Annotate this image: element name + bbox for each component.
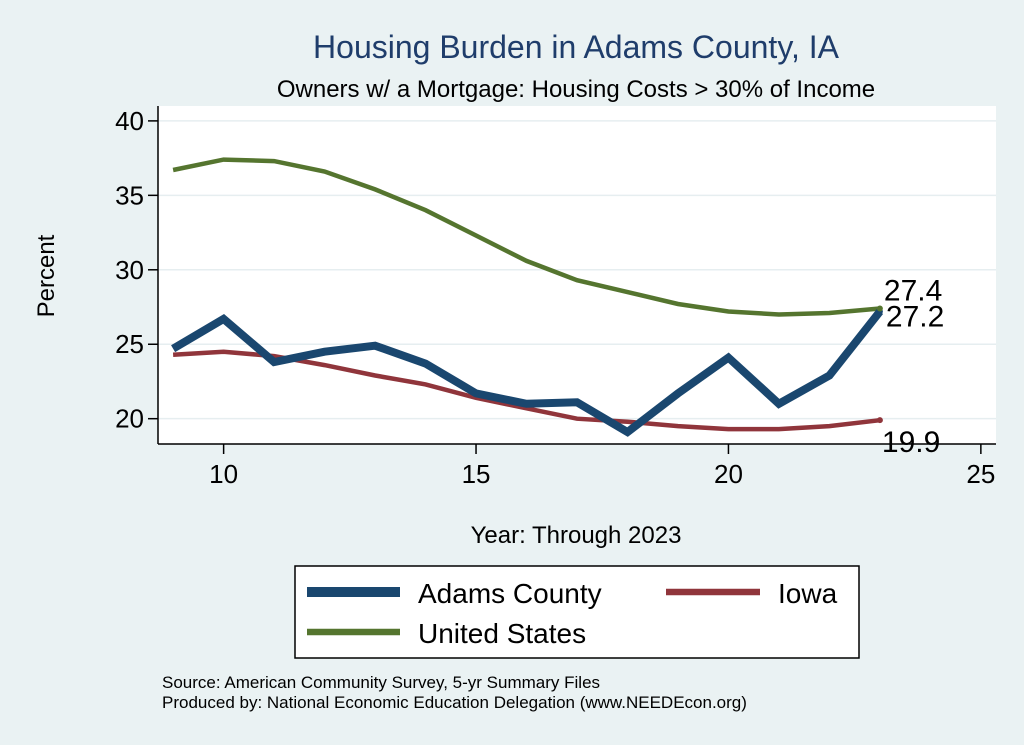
producer-note: Produced by: National Economic Education… <box>162 693 747 712</box>
x-tick-label: 10 <box>209 459 238 489</box>
series-line-united-states <box>172 157 881 317</box>
chart-subtitle: Owners w/ a Mortgage: Housing Costs > 30… <box>277 76 875 103</box>
series-lines <box>171 157 884 437</box>
end-label-adams-county: 27.2 <box>886 300 944 333</box>
plot-area <box>158 106 996 444</box>
y-tick-label: 20 <box>115 404 144 434</box>
legend-label-adams-county: Adams County <box>418 578 602 609</box>
y-tick-label: 40 <box>115 106 144 136</box>
ticks: 20 25 30 35 40 10 15 20 25 <box>115 106 995 489</box>
y-axis-label: Percent <box>33 234 60 317</box>
legend-box <box>294 565 860 659</box>
source-note: Source: American Community Survey, 5-yr … <box>162 673 600 692</box>
end-labels: 27.2 19.9 27.4 <box>876 275 944 459</box>
legend-label-iowa: Iowa <box>778 578 838 609</box>
x-tick-label: 15 <box>462 459 491 489</box>
y-tick-label: 35 <box>115 180 144 210</box>
end-label-iowa: 19.9 <box>882 426 940 459</box>
y-tick-label: 25 <box>115 329 144 359</box>
end-point-iowa <box>876 417 883 424</box>
axes <box>157 106 996 445</box>
legend: Adams County Iowa United States <box>294 565 860 659</box>
gridlines <box>158 120 996 420</box>
legend-label-united-states: United States <box>418 618 586 649</box>
end-label-united-states: 27.4 <box>884 275 942 308</box>
end-point-united-states <box>876 305 883 312</box>
series-line-adams-county <box>171 309 884 437</box>
x-axis-label: Year: Through 2023 <box>471 522 682 549</box>
x-tick-label: 25 <box>966 459 995 489</box>
x-tick-label: 20 <box>714 459 743 489</box>
y-tick-label: 30 <box>115 255 144 285</box>
chart-title: Housing Burden in Adams County, IA <box>313 29 840 65</box>
